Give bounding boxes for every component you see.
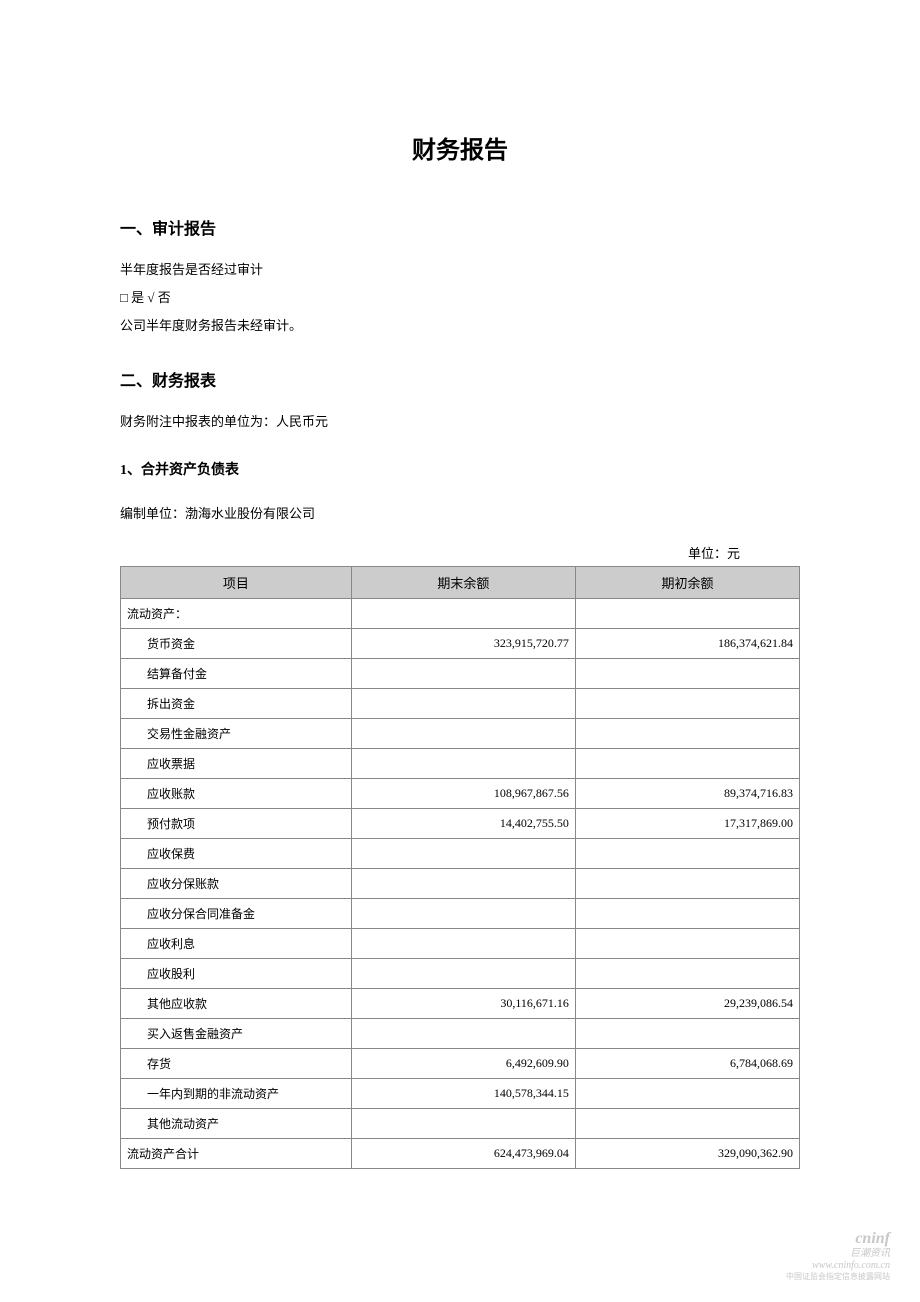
watermark-sub: 巨潮资讯 [786, 1248, 890, 1260]
begin-balance-cell [575, 929, 799, 959]
table-row: 拆出资金 [121, 689, 800, 719]
begin-balance-cell [575, 959, 799, 989]
item-cell: 其他应收款 [121, 989, 352, 1019]
section1-heading: 一、审计报告 [120, 215, 800, 239]
begin-balance-cell: 29,239,086.54 [575, 989, 799, 1019]
end-balance-cell [351, 869, 575, 899]
table-row: 应收票据 [121, 749, 800, 779]
item-cell: 应收分保合同准备金 [121, 899, 352, 929]
table-row: 流动资产合计624,473,969.04329,090,362.90 [121, 1139, 800, 1169]
begin-balance-cell [575, 1079, 799, 1109]
item-cell: 一年内到期的非流动资产 [121, 1079, 352, 1109]
begin-balance-cell [575, 839, 799, 869]
begin-balance-cell [575, 869, 799, 899]
table-row: 应收分保账款 [121, 869, 800, 899]
end-balance-cell [351, 749, 575, 779]
item-cell: 买入返售金融资产 [121, 1019, 352, 1049]
end-balance-cell [351, 1109, 575, 1139]
compiler-text: 编制单位：渤海水业股份有限公司 [120, 501, 800, 527]
unit-label: 单位：元 [120, 543, 800, 562]
begin-balance-cell: 6,784,068.69 [575, 1049, 799, 1079]
end-balance-cell [351, 719, 575, 749]
end-balance-cell [351, 959, 575, 989]
col-header-begin: 期初余额 [575, 567, 799, 599]
table-row: 交易性金融资产 [121, 719, 800, 749]
end-balance-cell: 323,915,720.77 [351, 629, 575, 659]
col-header-end: 期末余额 [351, 567, 575, 599]
begin-balance-cell: 186,374,621.84 [575, 629, 799, 659]
end-balance-cell: 624,473,969.04 [351, 1139, 575, 1169]
sub1-heading: 1、合并资产负债表 [120, 459, 800, 479]
table-row: 应收股利 [121, 959, 800, 989]
page-title: 财务报告 [120, 130, 800, 165]
item-cell: 应收利息 [121, 929, 352, 959]
watermark: cninf 巨潮资讯 www.cninfo.com.cn 中国证监会指定信息披露… [786, 1229, 890, 1282]
table-row: 应收账款108,967,867.5689,374,716.83 [121, 779, 800, 809]
item-cell: 流动资产合计 [121, 1139, 352, 1169]
section1-line2: □ 是 √ 否 [120, 285, 800, 311]
item-cell: 拆出资金 [121, 689, 352, 719]
item-cell: 货币资金 [121, 629, 352, 659]
begin-balance-cell [575, 899, 799, 929]
end-balance-cell: 30,116,671.16 [351, 989, 575, 1019]
table-row: 买入返售金融资产 [121, 1019, 800, 1049]
item-cell: 应收票据 [121, 749, 352, 779]
end-balance-cell: 140,578,344.15 [351, 1079, 575, 1109]
balance-sheet-table: 项目 期末余额 期初余额 流动资产：货币资金323,915,720.77186,… [120, 566, 800, 1169]
section2-line1: 财务附注中报表的单位为：人民币元 [120, 409, 800, 435]
section1-line3: 公司半年度财务报告未经审计。 [120, 313, 800, 339]
table-header-row: 项目 期末余额 期初余额 [121, 567, 800, 599]
item-cell: 流动资产： [121, 599, 352, 629]
table-row: 其他应收款30,116,671.1629,239,086.54 [121, 989, 800, 1019]
item-cell: 存货 [121, 1049, 352, 1079]
watermark-brand: cninf [786, 1229, 890, 1248]
end-balance-cell [351, 659, 575, 689]
begin-balance-cell [575, 1109, 799, 1139]
end-balance-cell [351, 899, 575, 929]
watermark-tag: 中国证监会指定信息披露网站 [786, 1272, 890, 1282]
begin-balance-cell [575, 659, 799, 689]
table-row: 结算备付金 [121, 659, 800, 689]
item-cell: 其他流动资产 [121, 1109, 352, 1139]
col-header-item: 项目 [121, 567, 352, 599]
begin-balance-cell [575, 749, 799, 779]
item-cell: 应收分保账款 [121, 869, 352, 899]
table-row: 其他流动资产 [121, 1109, 800, 1139]
table-row: 应收分保合同准备金 [121, 899, 800, 929]
watermark-url: www.cninfo.com.cn [786, 1260, 890, 1272]
end-balance-cell: 6,492,609.90 [351, 1049, 575, 1079]
end-balance-cell: 108,967,867.56 [351, 779, 575, 809]
item-cell: 交易性金融资产 [121, 719, 352, 749]
item-cell: 应收股利 [121, 959, 352, 989]
end-balance-cell [351, 599, 575, 629]
table-row: 应收利息 [121, 929, 800, 959]
begin-balance-cell: 329,090,362.90 [575, 1139, 799, 1169]
begin-balance-cell: 17,317,869.00 [575, 809, 799, 839]
begin-balance-cell [575, 719, 799, 749]
item-cell: 应收账款 [121, 779, 352, 809]
end-balance-cell [351, 839, 575, 869]
table-row: 应收保费 [121, 839, 800, 869]
item-cell: 结算备付金 [121, 659, 352, 689]
begin-balance-cell: 89,374,716.83 [575, 779, 799, 809]
begin-balance-cell [575, 599, 799, 629]
end-balance-cell: 14,402,755.50 [351, 809, 575, 839]
table-row: 一年内到期的非流动资产140,578,344.15 [121, 1079, 800, 1109]
item-cell: 预付款项 [121, 809, 352, 839]
end-balance-cell [351, 689, 575, 719]
end-balance-cell [351, 929, 575, 959]
section1-line1: 半年度报告是否经过审计 [120, 257, 800, 283]
table-row: 流动资产： [121, 599, 800, 629]
table-row: 预付款项14,402,755.5017,317,869.00 [121, 809, 800, 839]
item-cell: 应收保费 [121, 839, 352, 869]
begin-balance-cell [575, 689, 799, 719]
table-row: 存货6,492,609.906,784,068.69 [121, 1049, 800, 1079]
begin-balance-cell [575, 1019, 799, 1049]
section2-heading: 二、财务报表 [120, 367, 800, 391]
end-balance-cell [351, 1019, 575, 1049]
table-row: 货币资金323,915,720.77186,374,621.84 [121, 629, 800, 659]
